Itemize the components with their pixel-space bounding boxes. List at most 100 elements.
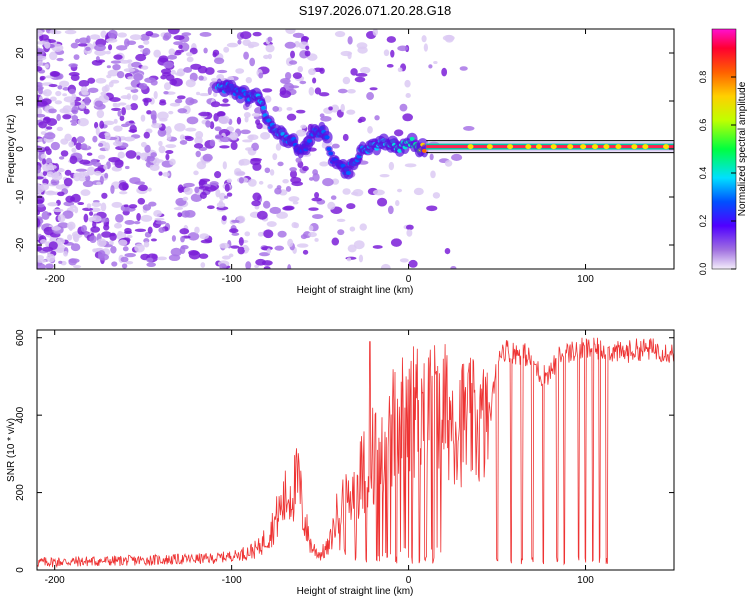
spectrogram-noise-blob xyxy=(93,170,102,176)
spectrogram-noise-blob xyxy=(89,34,101,40)
spectrogram-noise-blob xyxy=(312,169,318,176)
snr-ytick-label: 600 xyxy=(15,329,26,346)
spectrogram-noise-blob xyxy=(353,240,365,250)
spectrogram-noise-blob xyxy=(247,178,257,187)
spectrogram-noise-blob xyxy=(290,50,296,59)
spectrogram-noise-blob xyxy=(222,161,227,170)
spectrogram-noise-blob xyxy=(177,184,184,194)
spectrogram-noise-blob xyxy=(193,170,199,176)
spectrogram-noise-blob xyxy=(289,167,297,172)
spectrogram-noise-blob xyxy=(96,181,102,186)
spectrogram-noise-blob xyxy=(336,218,346,223)
spectrogram-noise-blob xyxy=(169,158,176,166)
spectrogram-noise-blob xyxy=(57,191,65,197)
spectrogram-noise-blob xyxy=(174,72,184,76)
snr-xlabel: Height of straight line (km) xyxy=(297,586,414,597)
spectrogram-noise-blob xyxy=(209,121,215,130)
spectrogram-noise-blob xyxy=(97,154,106,160)
spectrogram-noise-blob xyxy=(153,210,162,217)
spectrogram-noise-blob xyxy=(180,235,185,243)
spectrogram-noise-blob xyxy=(359,223,367,231)
spectrogram-noise-blob xyxy=(342,76,351,85)
spectrogram-noise-blob xyxy=(238,236,244,246)
spectrogram-noise-blob xyxy=(81,91,89,96)
spectrogram-noise-blob xyxy=(37,218,41,228)
spectrogram-noise-blob xyxy=(328,106,333,111)
spectrogram-noise-blob xyxy=(429,153,434,161)
spectrogram-xtick-label: -200 xyxy=(45,274,65,285)
spectrogram-noise-blob xyxy=(289,170,298,179)
spectrogram-ytick-label: -20 xyxy=(15,237,26,252)
spectrogram-noise-blob xyxy=(123,136,136,142)
spectrogram-noise-blob xyxy=(216,74,225,80)
spectrogram-noise-blob xyxy=(76,136,85,144)
spectrogram-carrier-peak xyxy=(663,144,670,150)
spectrogram-noise-blob xyxy=(229,131,239,141)
spectrogram-noise-blob xyxy=(58,156,65,160)
spectrogram-carrier-peak xyxy=(642,144,649,150)
spectrogram-noise-blob xyxy=(146,257,154,263)
spectrogram-noise-blob xyxy=(52,208,64,213)
spectrogram-noise-blob xyxy=(393,129,404,137)
spectrogram-noise-blob xyxy=(44,132,56,140)
spectrogram-carrier-peak xyxy=(615,144,622,150)
spectrogram-ridge-point xyxy=(260,105,266,110)
spectrogram-noise-blob xyxy=(41,211,50,220)
spectrogram-noise-blob xyxy=(182,196,189,201)
spectrogram-noise-blob xyxy=(79,159,91,165)
spectrogram-noise-blob xyxy=(45,126,53,130)
spectrogram-noise-blob xyxy=(123,38,130,47)
spectrogram-noise-blob xyxy=(274,187,282,195)
spectrogram-noise-blob xyxy=(47,202,58,207)
spectrogram-noise-blob xyxy=(304,50,311,57)
spectrogram-noise-blob xyxy=(358,254,364,263)
spectrogram-noise-blob xyxy=(57,85,63,90)
spectrogram-noise-blob xyxy=(69,196,76,202)
spectrogram-noise-blob xyxy=(308,68,316,76)
spectrogram-noise-blob xyxy=(113,54,123,60)
spectrogram-noise-blob xyxy=(212,49,220,56)
spectrogram-noise-blob xyxy=(146,262,156,268)
spectrogram-carrier-peak xyxy=(603,144,610,150)
spectrogram-noise-blob xyxy=(183,67,193,73)
spectrogram-noise-blob xyxy=(386,36,397,43)
spectrogram-noise-blob xyxy=(37,165,42,174)
spectrogram-noise-blob xyxy=(137,197,146,205)
spectrogram-noise-blob xyxy=(71,147,77,153)
spectrogram-noise-blob xyxy=(98,94,110,104)
spectrogram-noise-blob xyxy=(176,95,186,100)
spectrogram-noise-blob xyxy=(188,250,201,260)
spectrogram-noise-blob xyxy=(296,243,309,248)
spectrogram-noise-blob xyxy=(169,78,178,86)
spectrogram-noise-blob xyxy=(243,111,251,118)
spectrogram-noise-blob xyxy=(235,68,245,74)
spectrogram-noise-blob xyxy=(314,87,322,95)
spectrogram-noise-blob xyxy=(262,88,273,93)
spectrogram-noise-blob xyxy=(90,226,101,233)
spectrogram-noise-blob xyxy=(50,141,60,151)
spectrogram-noise-blob xyxy=(94,44,106,52)
spectrogram-noise-blob xyxy=(42,163,50,172)
spectrogram-noise-blob xyxy=(115,213,124,223)
spectrogram-noise-blob xyxy=(302,249,309,255)
spectrogram-noise-blob xyxy=(53,171,60,179)
spectrogram-noise-blob xyxy=(154,217,165,221)
spectrogram-noise-blob xyxy=(118,239,128,246)
spectrogram-noise-blob xyxy=(104,84,110,92)
spectrogram-noise-blob xyxy=(110,184,115,194)
spectrogram-ridge-point xyxy=(266,118,272,123)
spectrogram-noise-blob xyxy=(96,238,107,248)
spectrogram-noise-blob xyxy=(82,207,94,212)
spectrogram-noise-blob xyxy=(242,139,253,143)
spectrogram-noise-blob xyxy=(245,76,252,84)
spectrogram-noise-blob xyxy=(319,161,329,167)
spectrogram-noise-blob xyxy=(134,243,145,253)
spectrogram-noise-blob xyxy=(260,132,271,140)
spectrogram-noise-blob xyxy=(199,191,207,199)
spectrogram-noise-blob xyxy=(105,38,118,43)
spectrogram-noise-blob xyxy=(264,95,272,103)
spectrogram-noise-blob xyxy=(292,32,305,38)
spectrogram-noise-blob xyxy=(295,157,302,163)
spectrogram-noise-blob xyxy=(153,91,158,100)
